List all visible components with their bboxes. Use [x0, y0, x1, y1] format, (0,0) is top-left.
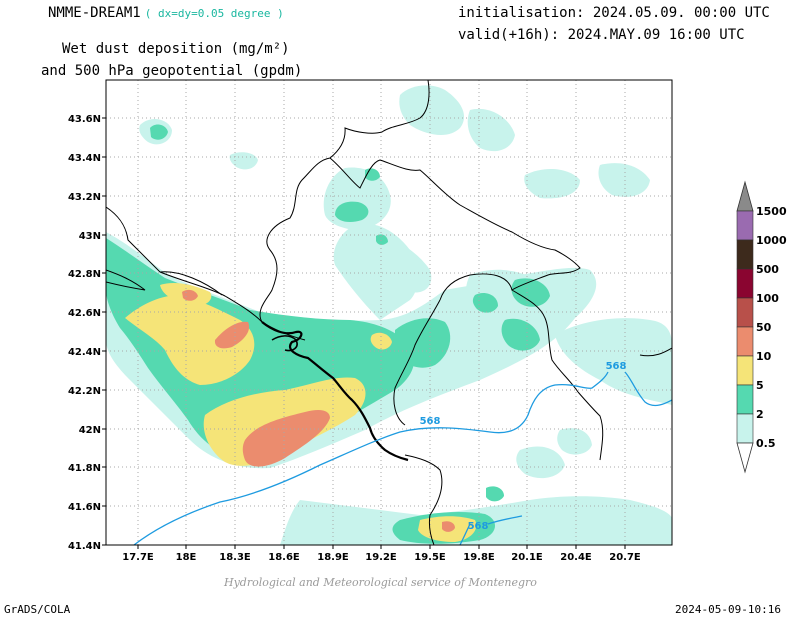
lat-label: 43.2N — [68, 192, 101, 203]
lat-label: 43N — [79, 231, 101, 242]
legend-underflow-bottom — [736, 442, 754, 474]
legend-level-label: 500 — [756, 263, 779, 276]
lat-label: 42.8N — [68, 269, 101, 280]
lon-label: 18E — [176, 552, 197, 563]
lon-label: 18.6E — [268, 552, 300, 563]
legend-labels: 1500 1000 500 100 50 10 5 2 0.5 — [756, 205, 787, 450]
legend-level-label: 2 — [756, 408, 764, 421]
legend-swatch-3 — [736, 268, 754, 299]
valid-time: valid(+16h): 2024.MAY.09 16:00 UTC — [458, 27, 745, 43]
init-time: initialisation: 2024.05.09. 00:00 UTC — [458, 5, 770, 21]
geopotential-contour — [133, 371, 672, 545]
legend-swatch-1 — [736, 210, 754, 241]
legend-level-label: 5 — [756, 379, 764, 392]
legend-swatch-2 — [736, 239, 754, 270]
legend-level-label: 0.5 — [756, 437, 776, 450]
legend-level-label: 1500 — [756, 205, 787, 218]
latitude-labels: 43.6N 43.4N 43.2N 43N 42.8N 42.6N 42.4N 42.2N 42… — [68, 114, 106, 552]
software-label: GrADS/COLA — [4, 603, 71, 616]
lon-label: 18.9E — [317, 552, 349, 563]
contour-label: 568 — [468, 521, 489, 532]
lon-label: 20.4E — [560, 552, 592, 563]
lat-label: 43.6N — [68, 114, 101, 125]
legend-colorbar — [736, 180, 754, 474]
longitude-labels: 17.7E 18E 18.3E 18.6E 18.9E 19.2E 19.5E 19.8E 20… — [122, 545, 641, 563]
bay-of-kotor — [271, 335, 298, 352]
lat-label: 42.4N — [68, 347, 101, 358]
model-resolution: ( dx=dy=0.05 degree ) — [144, 7, 284, 20]
legend-swatch-7 — [736, 384, 754, 415]
legend-overflow-top — [736, 180, 754, 212]
legend-swatch-4 — [736, 297, 754, 328]
graticule — [106, 80, 672, 545]
legend-swatch-6 — [736, 355, 754, 386]
lon-label: 19.5E — [414, 552, 446, 563]
legend-swatch-8 — [736, 413, 754, 444]
lat-label: 43.4N — [68, 153, 101, 164]
lat-label: 41.6N — [68, 502, 101, 513]
contour-labels: 568 568 568 — [420, 361, 627, 532]
variable-subtitle: and 500 hPa geopotential (gpdm) — [41, 63, 303, 79]
contour-label: 568 — [420, 416, 441, 427]
lon-label: 19.2E — [365, 552, 397, 563]
lon-label: 20.7E — [609, 552, 641, 563]
legend-level-label: 100 — [756, 292, 779, 305]
lat-label: 41.4N — [68, 541, 101, 552]
lat-label: 41.8N — [68, 463, 101, 474]
lat-label: 42.6N — [68, 308, 101, 319]
lon-label: 18.3E — [219, 552, 251, 563]
legend-level-label: 50 — [756, 321, 772, 334]
legend-level-label: 1000 — [756, 234, 787, 247]
country-borders — [106, 80, 672, 545]
lon-label: 20.1E — [511, 552, 543, 563]
lon-label: 19.8E — [463, 552, 495, 563]
run-timestamp: 2024-05-09-10:16 — [675, 603, 781, 616]
dust-field — [106, 85, 672, 545]
lat-label: 42N — [79, 425, 101, 436]
model-name: NMME-DREAM1 — [48, 5, 141, 21]
lat-label: 42.2N — [68, 386, 101, 397]
montenegro-border — [261, 321, 409, 462]
legend-swatch-5 — [736, 326, 754, 357]
variable-title: Wet dust deposition (mg/m²) — [62, 41, 290, 57]
model-title: NMME-DREAM1( dx=dy=0.05 degree ) — [48, 5, 284, 21]
lon-label: 17.7E — [122, 552, 154, 563]
credit-line: Hydrological and Meteorological service … — [224, 576, 537, 589]
legend-level-label: 10 — [756, 350, 772, 363]
contour-label: 568 — [606, 361, 627, 372]
